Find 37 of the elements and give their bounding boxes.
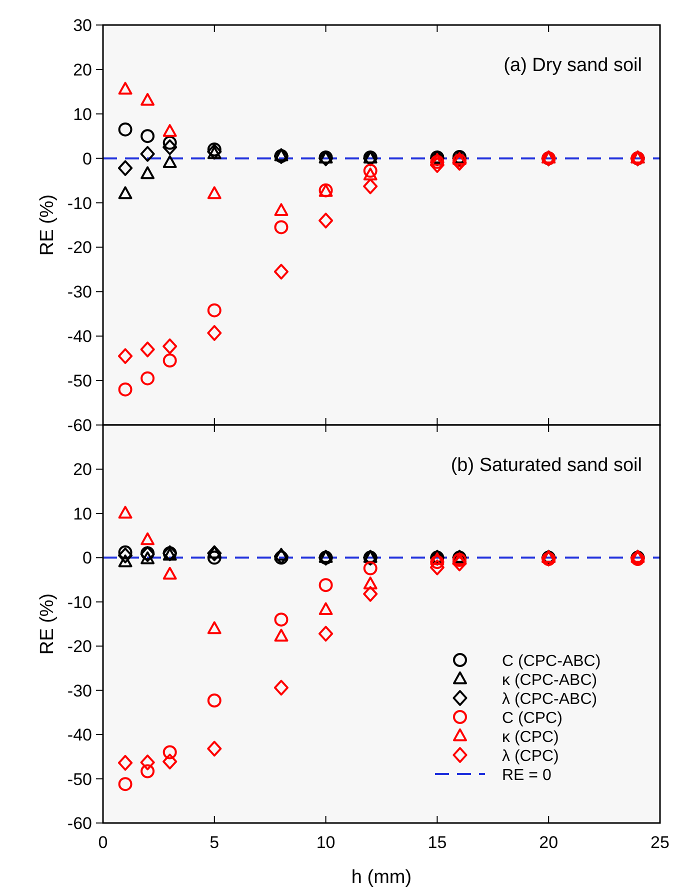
y-tick-label: 20 (73, 460, 92, 480)
x-tick-label: 5 (210, 833, 220, 852)
y-tick-label: 10 (73, 104, 92, 124)
x-axis-title: h (mm) (351, 867, 412, 888)
y-tick-label: 30 (73, 16, 92, 35)
text: (b) Saturated sand soil (450, 455, 642, 476)
y-tick-label: 20 (73, 60, 92, 80)
y-tick-label: -30 (67, 681, 92, 700)
y-tick-label: -40 (67, 726, 92, 745)
legend-label: κ (CPC-ABC) (502, 672, 598, 689)
y-axis-title: RE (%) (37, 593, 58, 655)
legend-label: κ (CPC) (502, 729, 559, 746)
legend-label: C (CPC-ABC) (502, 653, 601, 670)
y-tick-label: -60 (67, 416, 92, 435)
y-tick-label: -10 (67, 592, 92, 612)
text: (a) Dry sand soil (504, 55, 642, 76)
x-tick-label: 20 (539, 833, 558, 852)
x-tick-label: 25 (650, 833, 670, 852)
y-tick-label: -40 (67, 327, 92, 346)
y-axis-title: RE (%) (37, 194, 58, 256)
legend-label: C (CPC) (502, 710, 562, 727)
y-tick-label: -50 (67, 770, 92, 789)
legend-label: λ (CPC) (502, 748, 559, 765)
legend-label: RE = 0 (502, 767, 552, 784)
y-tick-label: -60 (67, 814, 92, 833)
x-tick-label: 10 (316, 833, 336, 852)
y-tick-label: -20 (67, 238, 92, 258)
x-tick-label: 15 (428, 833, 447, 852)
y-tick-label: -20 (67, 637, 92, 656)
y-tick-label: -10 (67, 194, 92, 213)
y-tick-label: 10 (73, 504, 92, 524)
y-tick-label: -50 (67, 372, 92, 391)
x-tick-label: 0 (98, 833, 108, 852)
y-tick-label: 0 (82, 149, 92, 168)
y-tick-label: 0 (82, 548, 92, 568)
y-tick-label: -30 (67, 282, 92, 302)
legend-label: λ (CPC-ABC) (502, 691, 598, 708)
